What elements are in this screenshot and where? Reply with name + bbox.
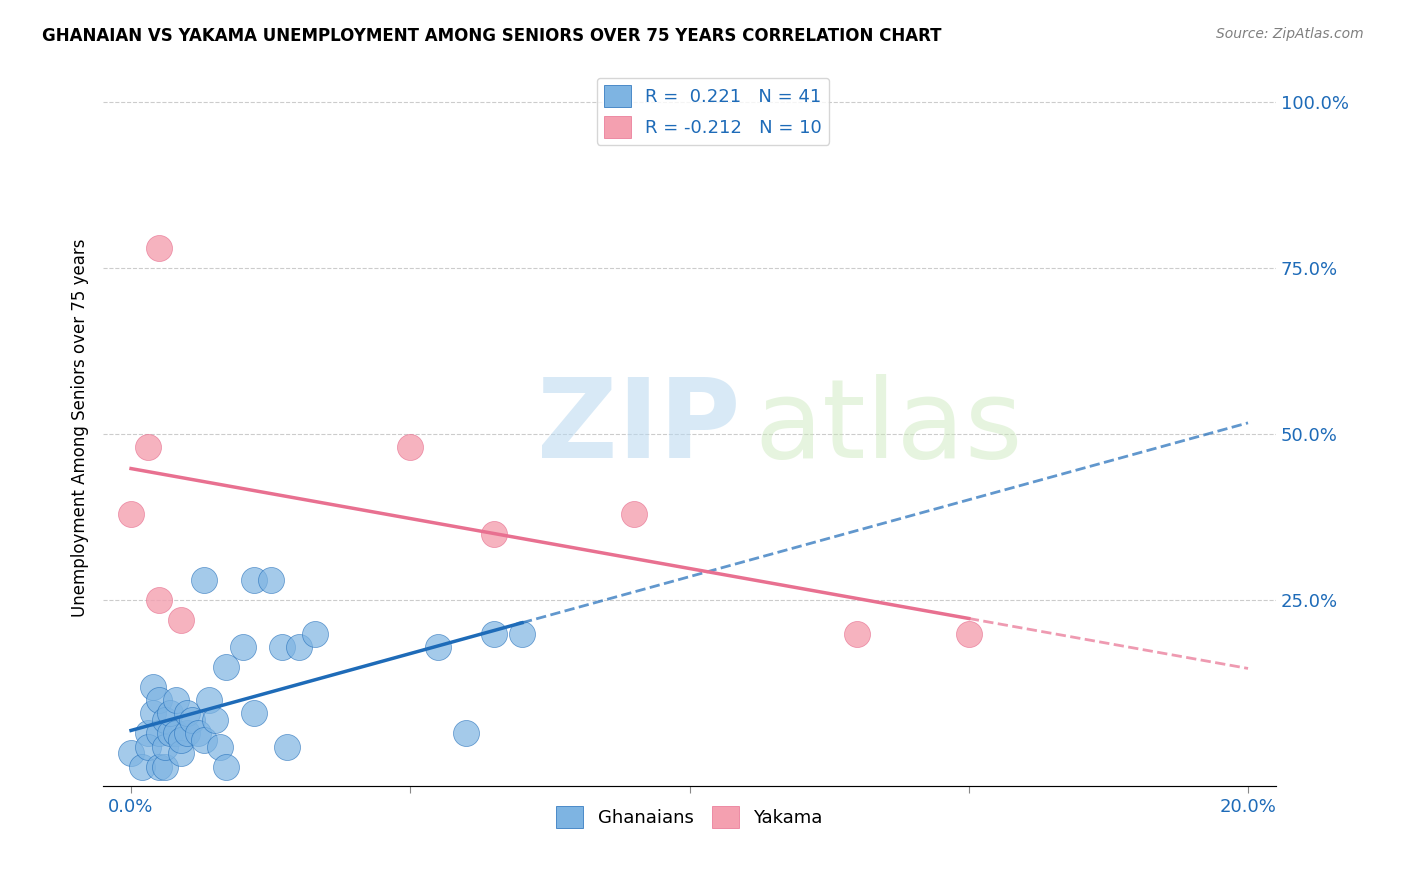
Point [136,739,159,754]
Point [215,759,238,773]
Point [232,640,254,654]
Point [165,726,187,740]
Point [193,733,215,747]
Legend: Ghanaians, Yakama: Ghanaians, Yakama [550,798,830,835]
Point [243,574,266,588]
Point [187,726,209,740]
Point [176,726,198,740]
Point [304,626,326,640]
Point [148,593,170,607]
Point [120,507,142,521]
Point [153,739,176,754]
Text: Source: ZipAtlas.com: Source: ZipAtlas.com [1216,27,1364,41]
Point [170,746,193,760]
Point [176,706,198,721]
Point [159,706,181,721]
Point [510,626,533,640]
Point [148,241,170,255]
Point [148,759,170,773]
Point [148,726,170,740]
Point [287,640,309,654]
Point [427,640,450,654]
Point [136,441,159,455]
Point [215,660,238,674]
Point [260,574,283,588]
Point [482,626,505,640]
Point [623,507,645,521]
Point [198,693,221,707]
Text: atlas: atlas [754,374,1022,481]
Point [270,640,292,654]
Y-axis label: Unemployment Among Seniors over 75 years: Unemployment Among Seniors over 75 years [72,238,89,616]
Point [148,693,170,707]
Point [209,739,232,754]
Point [120,746,142,760]
Point [181,713,204,727]
Point [159,726,181,740]
Point [482,527,505,541]
Point [276,739,298,754]
Point [170,613,193,627]
Point [142,706,165,721]
Point [957,626,980,640]
Point [170,733,193,747]
Point [131,759,153,773]
Point [243,706,266,721]
Point [142,680,165,694]
Point [136,726,159,740]
Point [204,713,226,727]
Point [153,759,176,773]
Point [846,626,869,640]
Point [399,441,422,455]
Point [153,713,176,727]
Point [456,726,478,740]
Point [165,693,187,707]
Text: ZIP: ZIP [537,374,741,481]
Point [193,574,215,588]
Text: GHANAIAN VS YAKAMA UNEMPLOYMENT AMONG SENIORS OVER 75 YEARS CORRELATION CHART: GHANAIAN VS YAKAMA UNEMPLOYMENT AMONG SE… [42,27,942,45]
